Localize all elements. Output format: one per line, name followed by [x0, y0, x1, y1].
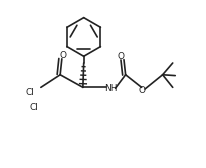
- Text: O: O: [59, 51, 66, 60]
- Text: Cl: Cl: [30, 103, 39, 112]
- Text: NH: NH: [104, 84, 117, 93]
- Text: O: O: [118, 52, 125, 61]
- Text: Cl: Cl: [26, 88, 34, 97]
- Text: O: O: [139, 86, 146, 95]
